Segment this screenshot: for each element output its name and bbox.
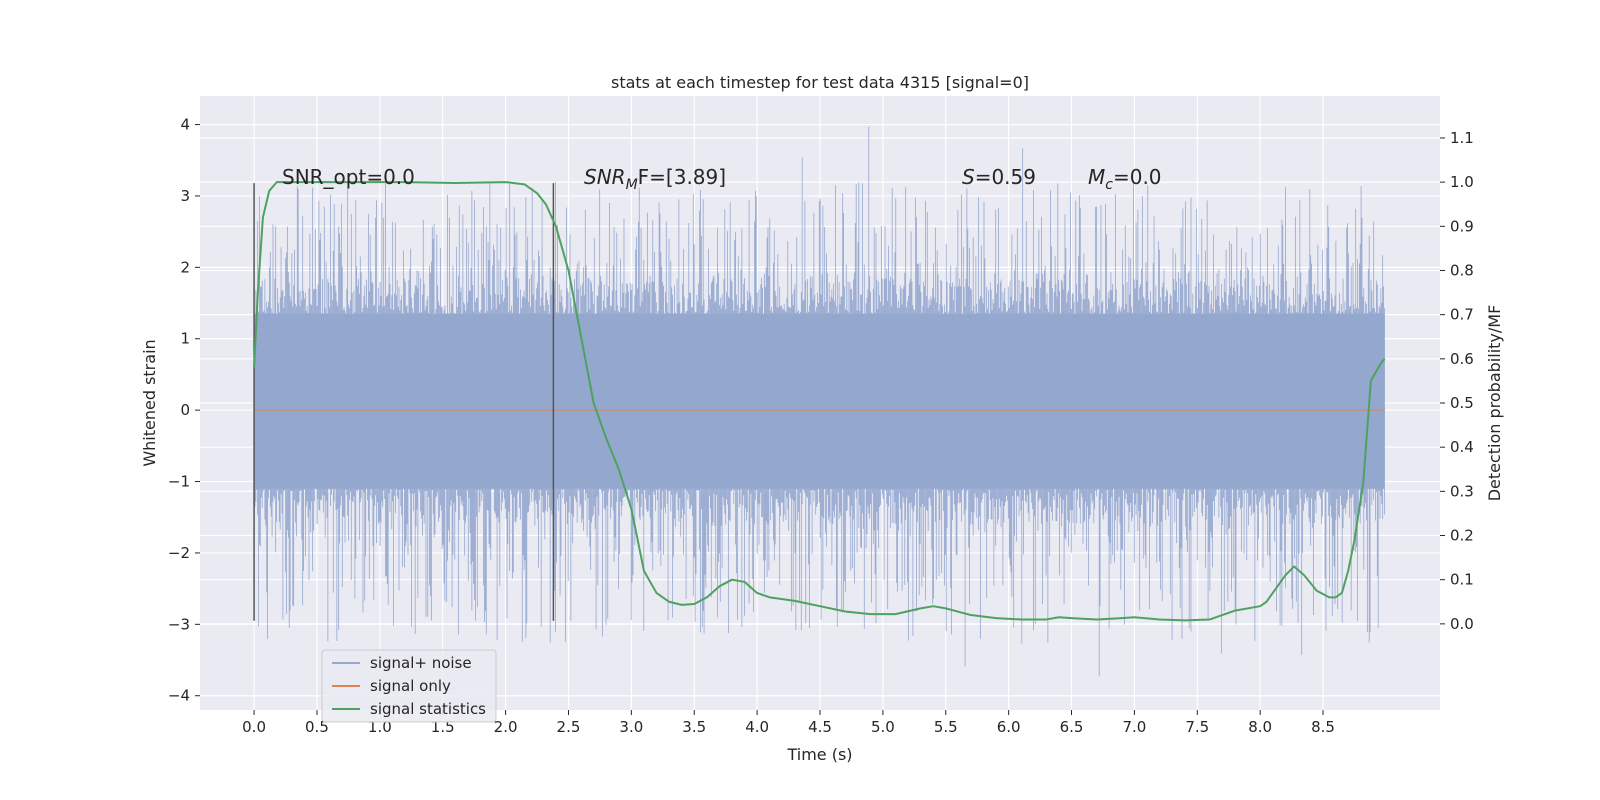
legend-label-signal-only: signal only [370,677,451,695]
y-right-tick-label: 0.7 [1450,306,1474,324]
y-right-tick-label: 0.4 [1450,438,1474,456]
x-tick-label: 6.5 [1060,718,1084,736]
annotation-snr-opt: SNR_opt=0.0 [282,165,415,189]
chart-title: stats at each timestep for test data 431… [611,73,1029,92]
annotation-mc-sub: c [1105,177,1113,193]
x-tick-label: 5.0 [871,718,895,736]
y-left-tick-label: −3 [168,615,190,633]
legend-box [321,649,497,723]
x-tick-label: 3.5 [682,718,706,736]
x-tick-label: 2.0 [494,718,518,736]
y-left-tick-label: −2 [168,544,190,562]
annotation-mc: Mc=0.0 [1088,165,1162,193]
x-tick-label: 8.5 [1311,718,1335,736]
x-tick-label: 6.0 [997,718,1021,736]
y-left-tick-label: −4 [168,687,190,705]
y-left-tick-label: 1 [180,330,190,348]
x-tick-label: 0.5 [305,718,329,736]
x-tick-label: 4.0 [745,718,769,736]
annotation-snr-mf-base: SNR [584,165,626,189]
annotation-snr-mf-rest: F=[3.89] [638,165,726,189]
x-tick-label: 3.0 [619,718,643,736]
y-right-tick-label: 0.1 [1450,571,1474,589]
legend: signal+ noise signal only signal statist… [321,649,497,723]
x-axis-ticks: 0.0 0.5 1.0 1.5 2.0 2.5 3.0 3.5 4.0 4.5 5.0 5.5 6.0 6… [242,710,1335,736]
y-right-tick-label: 0.9 [1450,217,1474,235]
y-left-tick-label: 3 [180,187,190,205]
y-left-tick-label: 4 [180,116,190,134]
y-right-tick-label: 0.0 [1450,615,1474,633]
signal-statistics-series [253,181,1386,622]
x-tick-label: 4.5 [808,718,832,736]
x-tick-label: 5.5 [934,718,958,736]
y-axis-left-ticks: 4 3 2 1 0 −1 −2 −3 −4 [168,116,200,705]
legend-label-signal-noise: signal+ noise [370,654,472,672]
legend-label-signal-statistics: signal statistics [370,700,486,718]
x-tick-label: 2.5 [557,718,581,736]
y-left-tick-label: 0 [180,401,190,419]
annotation-s-italic: S [962,165,975,189]
y-left-tick-label: 2 [180,258,190,276]
y-axis-right-label: Detection probability/MF [1485,305,1504,502]
y-right-tick-label: 0.6 [1450,350,1474,368]
x-tick-label: 0.0 [242,718,266,736]
y-right-tick-label: 1.0 [1450,173,1474,191]
y-left-tick-label: −1 [168,473,190,491]
x-tick-label: 7.0 [1122,718,1146,736]
y-right-tick-label: 0.2 [1450,527,1474,545]
x-axis-label: Time (s) [786,745,852,764]
y-right-tick-label: 0.3 [1450,482,1474,500]
vertical-markers [253,183,555,621]
signal-statistics-line [253,181,1386,622]
annotation-mc-rest: =0.0 [1113,165,1162,189]
x-tick-label: 7.5 [1185,718,1209,736]
signal-plus-noise-series [253,126,1385,677]
y-axis-right-ticks: 1.1 1.0 0.9 0.8 0.7 0.6 0.5 0.4 0.3 0.2 0.1 0.0 [1440,129,1474,633]
y-right-tick-label: 0.5 [1450,394,1474,412]
y-right-tick-label: 1.1 [1450,129,1474,147]
annotation-s-rest: =0.59 [975,165,1036,189]
annotation-s-stat: S=0.59 [962,165,1036,189]
y-axis-left-label: Whitened strain [140,339,159,466]
y-right-tick-label: 0.8 [1450,261,1474,279]
annotation-snr-mf: SNRMF=[3.89] [584,165,726,193]
x-tick-label: 8.0 [1248,718,1272,736]
annotation-mc-base: M [1088,165,1105,189]
annotation-snr-mf-sub: M [626,177,638,193]
